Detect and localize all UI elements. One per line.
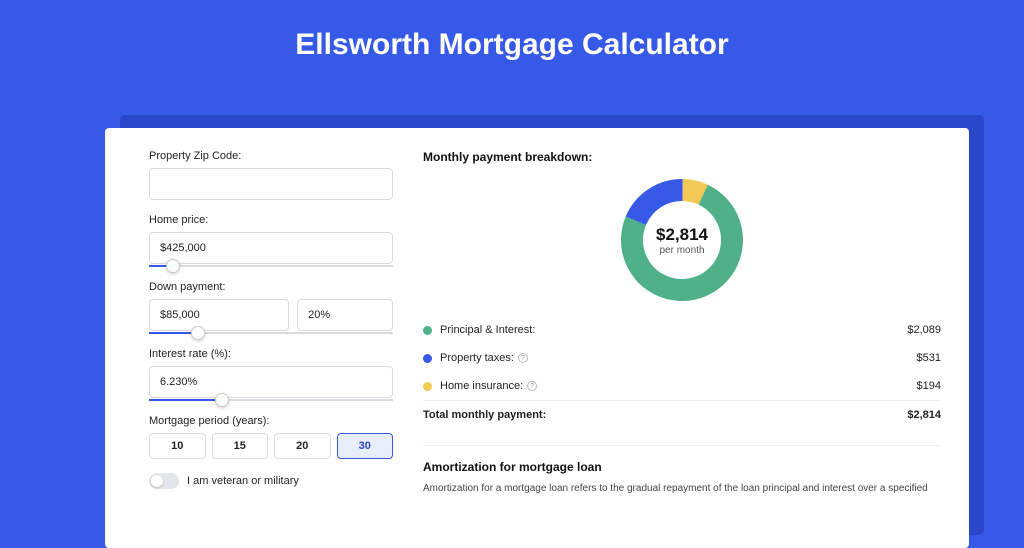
form-column: Property Zip Code: Home price: Down paym… (149, 150, 393, 548)
legend-row: Property taxes:?$531 (423, 344, 941, 372)
interest-rate-field: Interest rate (%): (149, 348, 393, 401)
info-icon[interactable]: ? (527, 381, 537, 391)
amortization-title: Amortization for mortgage loan (423, 460, 941, 474)
home-price-slider[interactable] (149, 265, 393, 267)
legend: Principal & Interest:$2,089Property taxe… (423, 316, 941, 400)
donut-chart-wrap: $2,814 per month (423, 172, 941, 316)
mortgage-period-field: Mortgage period (years): 10152030 (149, 415, 393, 459)
home-price-input[interactable] (149, 232, 393, 264)
legend-value: $531 (917, 352, 941, 364)
slider-thumb[interactable] (215, 393, 229, 407)
legend-label: Property taxes:? (440, 352, 917, 364)
mortgage-period-label: Mortgage period (years): (149, 415, 393, 427)
page-title: Ellsworth Mortgage Calculator (0, 0, 1024, 82)
veteran-toggle[interactable] (149, 473, 179, 489)
down-payment-slider[interactable] (149, 332, 393, 334)
slider-thumb[interactable] (191, 326, 205, 340)
home-price-field: Home price: (149, 214, 393, 267)
legend-total-row: Total monthly payment: $2,814 (423, 400, 941, 429)
veteran-label: I am veteran or military (187, 475, 299, 487)
period-option-30[interactable]: 30 (337, 433, 394, 459)
legend-label: Principal & Interest: (440, 324, 907, 336)
veteran-toggle-row: I am veteran or military (149, 473, 393, 489)
down-payment-input[interactable] (149, 299, 289, 331)
legend-label: Home insurance:? (440, 380, 917, 392)
donut-amount: $2,814 (656, 225, 708, 245)
zip-field: Property Zip Code: (149, 150, 393, 200)
amortization-block: Amortization for mortgage loan Amortizat… (423, 445, 941, 496)
donut-center: $2,814 per month (620, 178, 744, 302)
legend-row: Home insurance:?$194 (423, 372, 941, 400)
slider-thumb[interactable] (166, 259, 180, 273)
donut-chart: $2,814 per month (620, 178, 744, 302)
zip-label: Property Zip Code: (149, 150, 393, 162)
donut-sub: per month (659, 245, 704, 256)
home-price-label: Home price: (149, 214, 393, 226)
legend-row: Principal & Interest:$2,089 (423, 316, 941, 344)
period-option-15[interactable]: 15 (212, 433, 269, 459)
zip-input[interactable] (149, 168, 393, 200)
down-payment-pct-input[interactable] (297, 299, 393, 331)
down-payment-field: Down payment: (149, 281, 393, 334)
calculator-card: Property Zip Code: Home price: Down paym… (105, 128, 969, 548)
info-icon[interactable]: ? (518, 353, 528, 363)
legend-dot (423, 382, 432, 391)
amortization-text: Amortization for a mortgage loan refers … (423, 482, 941, 496)
legend-total-value: $2,814 (907, 409, 941, 421)
breakdown-title: Monthly payment breakdown: (423, 150, 941, 164)
legend-total-label: Total monthly payment: (423, 409, 907, 421)
period-option-10[interactable]: 10 (149, 433, 206, 459)
legend-dot (423, 326, 432, 335)
period-option-20[interactable]: 20 (274, 433, 331, 459)
legend-dot (423, 354, 432, 363)
legend-value: $2,089 (907, 324, 941, 336)
toggle-knob (151, 475, 163, 487)
breakdown-column: Monthly payment breakdown: $2,814 per mo… (423, 150, 941, 548)
interest-rate-slider[interactable] (149, 399, 393, 401)
legend-value: $194 (917, 380, 941, 392)
interest-rate-input[interactable] (149, 366, 393, 398)
down-payment-label: Down payment: (149, 281, 393, 293)
interest-rate-label: Interest rate (%): (149, 348, 393, 360)
